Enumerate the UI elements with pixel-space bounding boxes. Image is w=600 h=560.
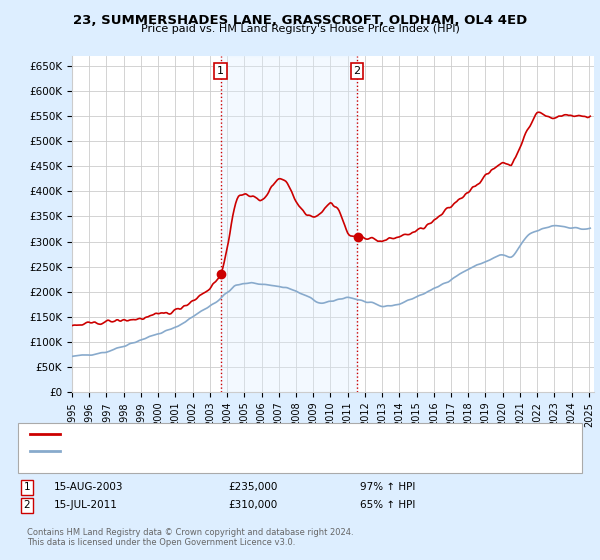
- Text: 2: 2: [23, 500, 31, 510]
- Text: £310,000: £310,000: [228, 500, 277, 510]
- Text: Contains HM Land Registry data © Crown copyright and database right 2024.
This d: Contains HM Land Registry data © Crown c…: [27, 528, 353, 547]
- Text: 23, SUMMERSHADES LANE, GRASSCROFT, OLDHAM, OL4 4ED (detached house): 23, SUMMERSHADES LANE, GRASSCROFT, OLDHA…: [69, 429, 459, 439]
- Text: 97% ↑ HPI: 97% ↑ HPI: [360, 482, 415, 492]
- Text: 15-JUL-2011: 15-JUL-2011: [54, 500, 118, 510]
- Text: £235,000: £235,000: [228, 482, 277, 492]
- Text: 2: 2: [353, 66, 361, 76]
- Bar: [221, 56, 357, 392]
- Text: 1: 1: [23, 482, 31, 492]
- Text: Price paid vs. HM Land Registry's House Price Index (HPI): Price paid vs. HM Land Registry's House …: [140, 24, 460, 34]
- Text: 15-AUG-2003: 15-AUG-2003: [54, 482, 124, 492]
- Text: HPI: Average price, detached house, Oldham: HPI: Average price, detached house, Oldh…: [69, 446, 288, 456]
- Text: 1: 1: [217, 66, 224, 76]
- Text: 65% ↑ HPI: 65% ↑ HPI: [360, 500, 415, 510]
- Text: 23, SUMMERSHADES LANE, GRASSCROFT, OLDHAM, OL4 4ED: 23, SUMMERSHADES LANE, GRASSCROFT, OLDHA…: [73, 14, 527, 27]
